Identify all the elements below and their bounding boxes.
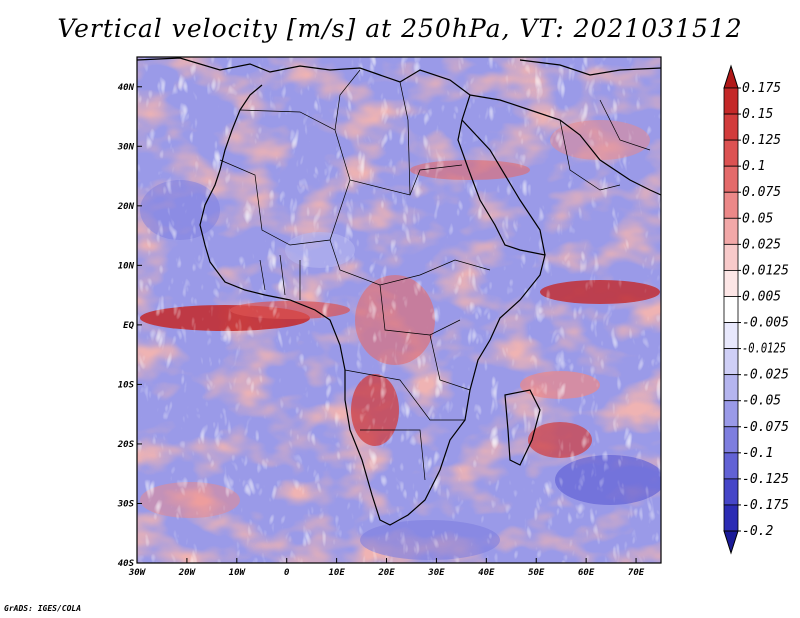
colorbar-label: 0.005: [742, 289, 781, 304]
colorbar-label: -0.175: [742, 498, 789, 513]
lat-tick-label: 10N: [118, 261, 135, 271]
colorbar-swatch: [723, 400, 739, 428]
lon-tick-label: 20W: [178, 568, 197, 578]
colorbar-swatch: [723, 191, 739, 219]
lon-tick-label: 10W: [229, 568, 247, 578]
velocity-field: [137, 57, 661, 563]
colorbar-label: 0.025: [742, 237, 781, 252]
lat-tick-label: EQ: [123, 321, 134, 331]
colorbar-label: -0.1: [742, 446, 773, 461]
colorbar-swatch: [723, 270, 739, 297]
colorbar-swatch: [723, 217, 739, 245]
country-borders: [219, 69, 651, 481]
lat-tick-label: 40N: [118, 83, 135, 93]
lat-tick-label: 20N: [117, 202, 135, 212]
colorbar-label: 0.175: [742, 81, 781, 96]
map-title: Vertical velocity [m/s] at 250hPa, VT: 2…: [57, 14, 743, 43]
plot-frame: [136, 56, 662, 564]
colorbar-label: -0.025: [742, 368, 789, 383]
lat-tick-label: 20S: [117, 440, 135, 450]
colorbar-label: -0.2: [742, 524, 773, 539]
lon-tick-label: 20E: [377, 568, 395, 578]
latitude-ticks: 40N 30N 20N 10N EQ 10S 20S 30S 40S: [117, 83, 142, 569]
colorbar-swatch: [723, 165, 739, 193]
colorbar-label: 0.075: [742, 185, 781, 200]
colorbar-swatch: [723, 243, 739, 271]
colorbar-label: -0.005: [742, 316, 789, 331]
colorbar-label: -0.05: [742, 394, 781, 409]
lat-tick-label: 10S: [118, 380, 135, 390]
lat-tick-label: 30N: [117, 142, 135, 152]
lat-tick-label: 30S: [117, 499, 135, 509]
colorbar-swatch: [723, 426, 739, 454]
colorbar-swatch: [723, 113, 739, 141]
colorbar-label: 0.05: [742, 211, 773, 226]
colorbar-min-arrow: [723, 530, 739, 555]
colorbar-label: -0.125: [742, 472, 789, 487]
colorbar-max-arrow: [723, 64, 739, 89]
colorbar-swatch: [723, 296, 739, 323]
lon-tick-label: 60E: [578, 568, 595, 578]
colorbar-label: 0.0125: [742, 263, 789, 278]
colorbar-swatch: [723, 374, 739, 402]
lon-tick-label: 30E: [427, 568, 445, 578]
colorbar-label: 0.125: [742, 133, 781, 148]
lon-tick-label: 70E: [628, 568, 645, 578]
lon-tick-label: 40E: [478, 568, 495, 578]
colorbar-label: 0.1: [742, 159, 765, 174]
colorbar-swatch: [723, 452, 739, 480]
colorbar-swatch: [723, 87, 739, 115]
colorbar-swatch: [723, 322, 739, 349]
coastlines: [137, 57, 661, 526]
longitude-ticks: 30W 20W 10W 0 10E 20E 30E 40E 50E 60E 70E: [128, 558, 645, 578]
colorbar-swatch: [723, 478, 739, 506]
colorbar-label: -0.075: [742, 420, 789, 435]
colorbar: 0.175 0.15 0.125 0.1 0.075 0.05 0.025 0.0125 0.0…: [723, 64, 789, 555]
grads-credit: GrADS: IGES/COLA: [4, 604, 82, 613]
lon-tick-label: 30W: [128, 568, 147, 578]
lon-tick-label: 50E: [528, 568, 545, 578]
lat-tick-label: 40S: [118, 559, 135, 569]
lon-tick-label: 10E: [328, 568, 345, 578]
lon-tick-label: 0: [284, 568, 290, 578]
colorbar-label: 0.15: [742, 107, 773, 122]
colorbar-swatch: [723, 348, 739, 376]
colorbar-swatch: [723, 139, 739, 167]
colorbar-swatch: [723, 504, 739, 532]
colorbar-label: -0.0125: [742, 342, 786, 357]
